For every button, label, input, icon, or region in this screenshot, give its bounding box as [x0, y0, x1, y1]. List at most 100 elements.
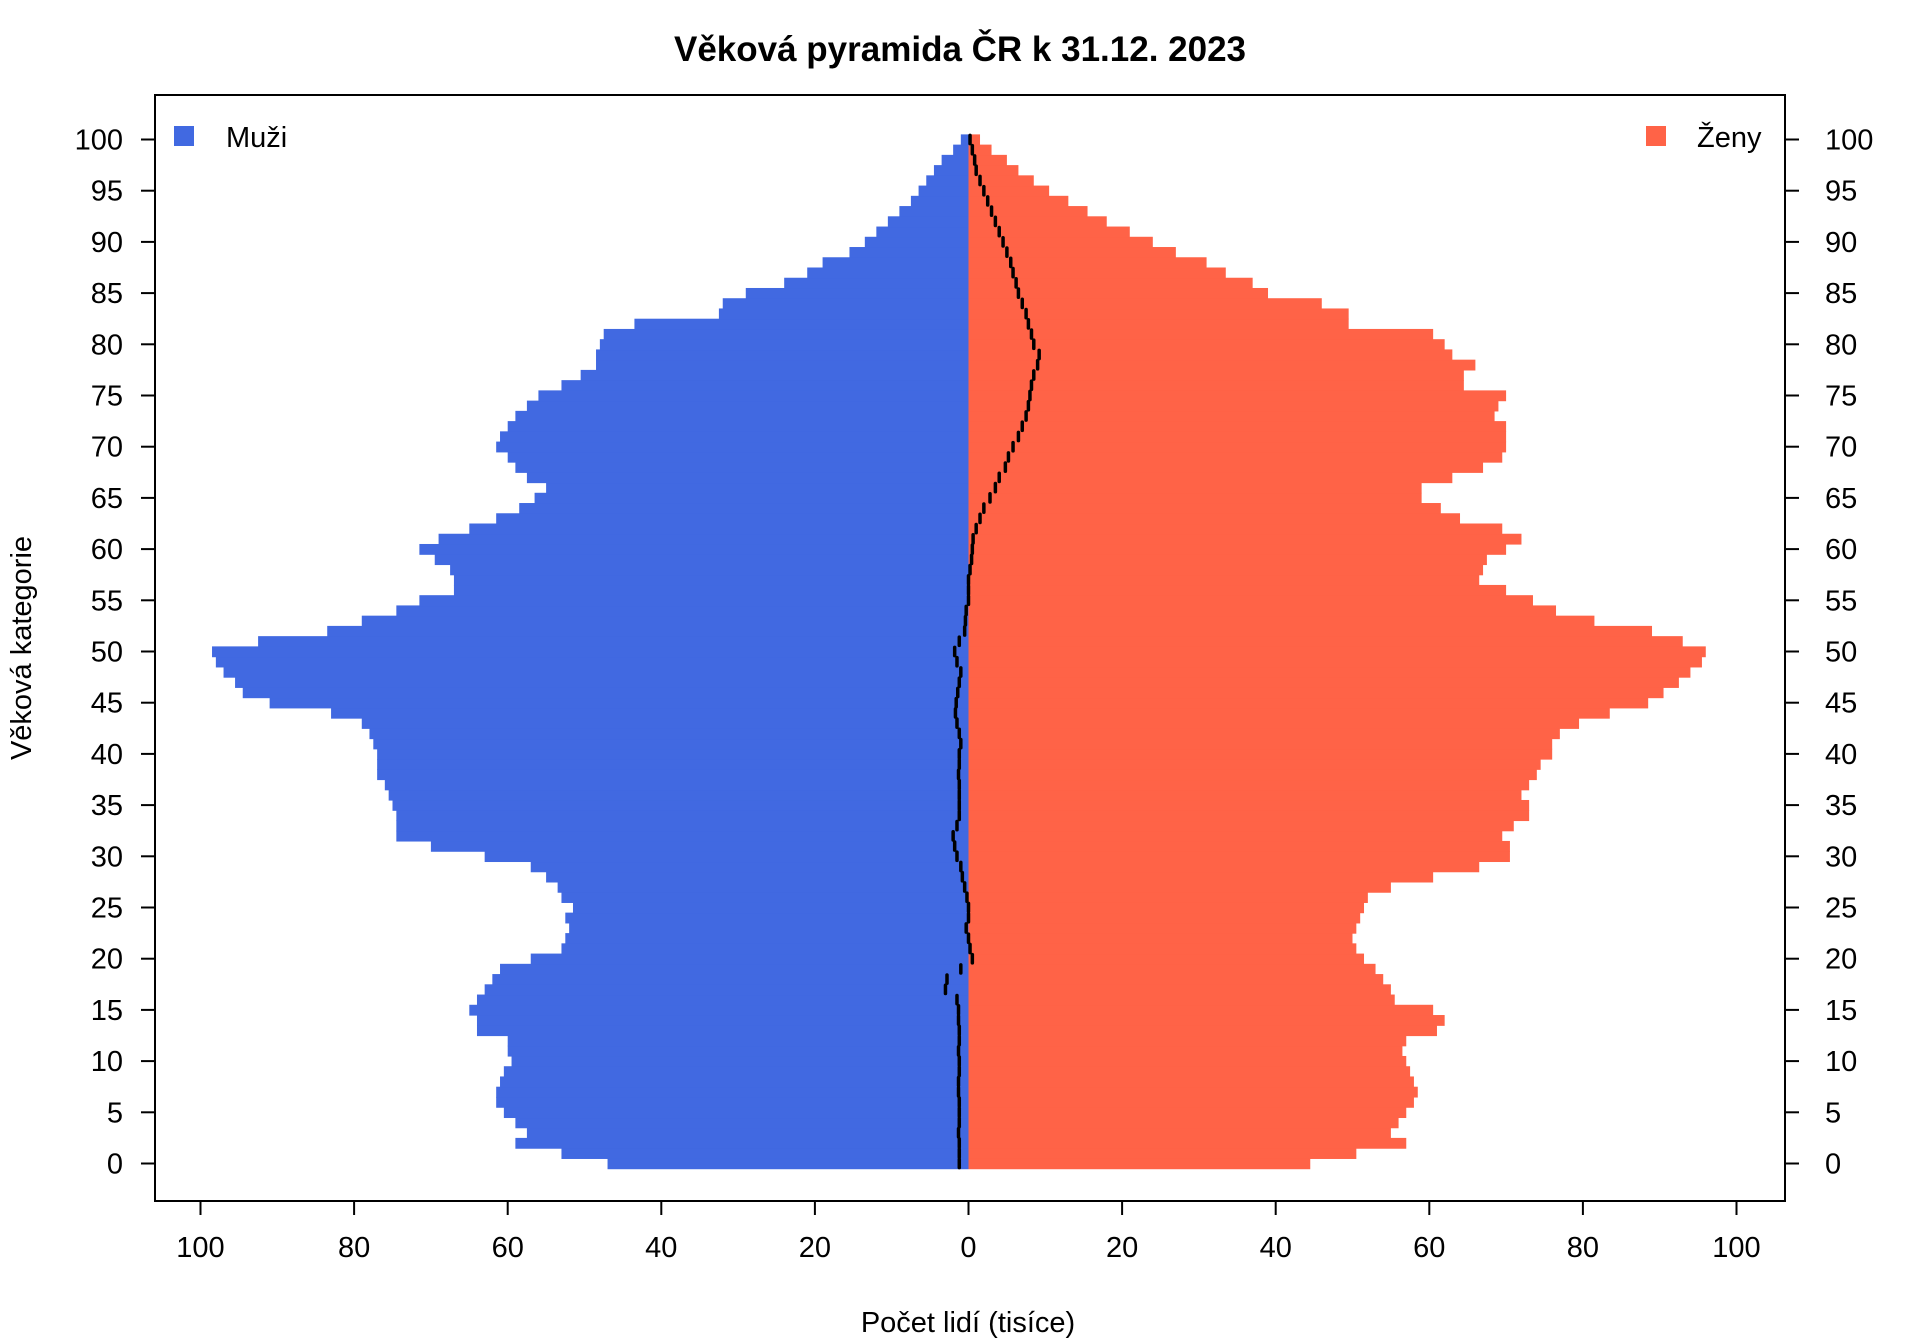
bar-women-age-80 [968, 339, 1445, 351]
legend: Muži Ženy [174, 121, 1762, 154]
bar-men-age-14 [476, 1015, 969, 1026]
x-tick-label: 60 [1413, 1232, 1445, 1264]
bar-women-age-78 [968, 359, 1476, 371]
y-axis-title: Věková kategorie [6, 536, 38, 760]
y-tick-label-right: 30 [1825, 841, 1857, 873]
bar-men-age-66 [546, 482, 969, 494]
bar-women-age-94 [968, 195, 1069, 207]
bar-men-age-22 [565, 933, 969, 944]
bar-women-age-30 [968, 851, 1510, 863]
y-tick-label-left: 45 [91, 688, 123, 720]
bar-men-age-96 [926, 175, 969, 187]
y-tick-label-left: 95 [91, 176, 123, 208]
bar-women-age-5 [968, 1107, 1407, 1119]
bar-men-age-57 [453, 574, 969, 586]
y-axis-right: 0 5 10 15 20 25 30 35 40 45 50 55 60 65 70 75 80 85 90 95 10… [1785, 125, 1873, 1181]
bar-men-age-25 [572, 902, 969, 914]
bar-men-age-70 [496, 441, 969, 453]
y-tick-label-left: 80 [91, 329, 123, 361]
bar-men-age-11 [507, 1045, 969, 1057]
y-tick-label-left: 35 [91, 790, 123, 822]
y-tick-label-right: 0 [1825, 1149, 1841, 1181]
x-tick-label: 40 [645, 1232, 677, 1264]
x-tick-label: 60 [492, 1232, 524, 1264]
bar-women-age-31 [968, 840, 1510, 852]
bar-women-age-7 [968, 1086, 1418, 1098]
bar-men-age-97 [933, 165, 969, 176]
bar-men-age-79 [596, 349, 969, 361]
bar-women-age-20 [968, 953, 1365, 965]
bar-men-age-78 [596, 359, 969, 371]
bar-men-age-3 [526, 1127, 969, 1139]
bar-men-age-62 [469, 523, 969, 535]
bar-women-age-2 [968, 1137, 1407, 1149]
y-tick-label-right: 15 [1825, 995, 1857, 1027]
bar-men-age-63 [496, 513, 969, 525]
bar-women-age-62 [968, 523, 1503, 535]
bar-women-age-73 [968, 410, 1495, 422]
bar-women-age-27 [968, 881, 1391, 893]
bar-women-age-72 [968, 421, 1507, 432]
bar-women-age-74 [968, 400, 1499, 412]
bar-men-age-20 [530, 953, 969, 965]
bar-men-age-73 [515, 410, 969, 422]
bar-women-age-1 [968, 1148, 1357, 1159]
y-tick-label-left: 0 [107, 1149, 123, 1181]
bar-men-age-67 [526, 472, 969, 484]
bar-women-age-95 [968, 185, 1050, 197]
y-tick-label-right: 50 [1825, 637, 1857, 669]
bar-women-age-100 [968, 134, 981, 146]
bar-men-age-24 [565, 912, 969, 924]
bar-men-age-75 [538, 390, 969, 402]
y-tick-label-right: 40 [1825, 739, 1857, 771]
bar-men-age-6 [496, 1096, 969, 1108]
bar-women-age-55 [968, 595, 1533, 607]
x-tick-label: 100 [176, 1232, 224, 1264]
bar-women-age-42 [968, 728, 1560, 740]
bar-men-age-94 [910, 195, 969, 207]
y-tick-label-left: 50 [91, 637, 123, 669]
bar-women-age-60 [968, 543, 1507, 555]
bar-men-age-30 [484, 851, 969, 863]
bar-men-age-82 [634, 318, 969, 330]
bar-men-age-26 [561, 892, 969, 903]
bar-women-age-71 [968, 431, 1507, 443]
bar-women-age-33 [968, 820, 1514, 832]
bar-women-age-29 [968, 861, 1480, 873]
bar-women-age-86 [968, 277, 1253, 289]
bar-women-age-24 [968, 912, 1361, 924]
bar-men-age-99 [953, 144, 969, 156]
bar-men-age-39 [377, 759, 969, 770]
bar-women-age-44 [968, 707, 1610, 719]
y-tick-label-left: 25 [91, 893, 123, 925]
bar-men-age-4 [515, 1117, 969, 1129]
plot-frame [154, 94, 1786, 1202]
bar-women-age-90 [968, 236, 1153, 248]
bar-men-age-36 [388, 789, 969, 801]
bar-men-age-16 [476, 994, 969, 1006]
bar-men-age-7 [496, 1086, 969, 1098]
bar-women-age-58 [968, 564, 1484, 576]
bar-women-age-19 [968, 963, 1376, 975]
bar-women-age-9 [968, 1066, 1411, 1078]
bar-women-age-12 [968, 1035, 1407, 1047]
bar-women-age-28 [968, 871, 1434, 883]
bar-women-age-22 [968, 933, 1353, 944]
legend-label-men: Muži [226, 122, 287, 154]
bar-women-age-52 [968, 625, 1653, 637]
y-tick-label-left: 90 [91, 227, 123, 259]
bar-women-age-13 [968, 1025, 1437, 1037]
y-tick-label-left: 40 [91, 739, 123, 771]
x-tick-label: 40 [1260, 1232, 1292, 1264]
y-tick-label-left: 5 [107, 1097, 123, 1129]
bar-women-age-41 [968, 738, 1553, 750]
bar-men-age-72 [507, 421, 969, 432]
bar-men-age-38 [377, 769, 969, 781]
bar-women-age-45 [968, 697, 1649, 709]
bar-women-age-59 [968, 554, 1487, 566]
bar-women-age-15 [968, 1004, 1434, 1016]
bar-women-age-85 [968, 287, 1269, 299]
y-tick-label-left: 75 [91, 381, 123, 413]
bar-women-age-88 [968, 257, 1207, 269]
